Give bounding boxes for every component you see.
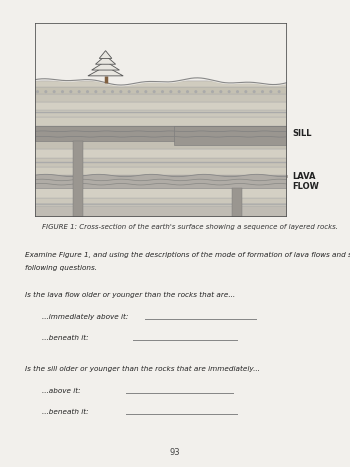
Text: 93: 93: [170, 448, 180, 457]
Bar: [35, 102, 287, 110]
Bar: [35, 176, 287, 188]
Bar: [35, 102, 287, 110]
Text: Examine Figure 1, and using the descriptions of the mode of formation of lava fl: Examine Figure 1, and using the descript…: [25, 252, 350, 258]
Bar: [169, 139, 181, 146]
Bar: [35, 149, 287, 158]
Text: ...immediately above it:: ...immediately above it:: [42, 314, 128, 320]
Bar: [35, 117, 287, 126]
Polygon shape: [96, 56, 116, 64]
Bar: [73, 141, 83, 217]
Polygon shape: [88, 66, 123, 76]
Bar: [35, 167, 287, 176]
Bar: [35, 158, 287, 167]
Bar: [174, 126, 287, 145]
Bar: [35, 188, 287, 198]
Bar: [35, 81, 287, 87]
Bar: [73, 141, 83, 217]
Bar: [35, 206, 287, 217]
Text: ...above it:: ...above it:: [42, 388, 80, 394]
Bar: [35, 110, 287, 117]
Text: SILL: SILL: [292, 129, 312, 138]
Text: FIGURE 1: Cross-section of the earth's surface showing a sequence of layered roc: FIGURE 1: Cross-section of the earth's s…: [42, 224, 338, 230]
Text: ...beneath it:: ...beneath it:: [42, 409, 89, 415]
Bar: [35, 126, 287, 141]
Polygon shape: [99, 50, 112, 58]
Bar: [35, 149, 287, 158]
Bar: [35, 188, 287, 198]
Bar: [232, 188, 242, 217]
Bar: [35, 94, 287, 102]
Text: Is the sill older or younger than the rocks that are immediately...: Is the sill older or younger than the ro…: [25, 366, 259, 372]
Bar: [35, 141, 287, 149]
Bar: [35, 141, 287, 149]
Bar: [35, 117, 287, 126]
Bar: [35, 198, 287, 206]
Bar: [232, 188, 242, 217]
Bar: [174, 126, 287, 145]
Bar: [35, 126, 287, 141]
Bar: [35, 110, 287, 117]
Text: Is the lava flow older or younger than the rocks that are...: Is the lava flow older or younger than t…: [25, 292, 235, 298]
Text: LAVA
FLOW: LAVA FLOW: [292, 172, 319, 191]
Bar: [35, 81, 287, 87]
Bar: [35, 206, 287, 217]
Text: ...beneath it:: ...beneath it:: [42, 335, 89, 341]
Bar: [35, 167, 287, 176]
Bar: [35, 158, 287, 167]
Polygon shape: [92, 61, 119, 70]
Text: following questions.: following questions.: [25, 265, 97, 271]
Bar: [35, 176, 287, 188]
Bar: [35, 87, 287, 94]
Bar: [35, 94, 287, 102]
Bar: [35, 198, 287, 206]
Bar: [35, 87, 287, 94]
Bar: [35, 23, 287, 81]
